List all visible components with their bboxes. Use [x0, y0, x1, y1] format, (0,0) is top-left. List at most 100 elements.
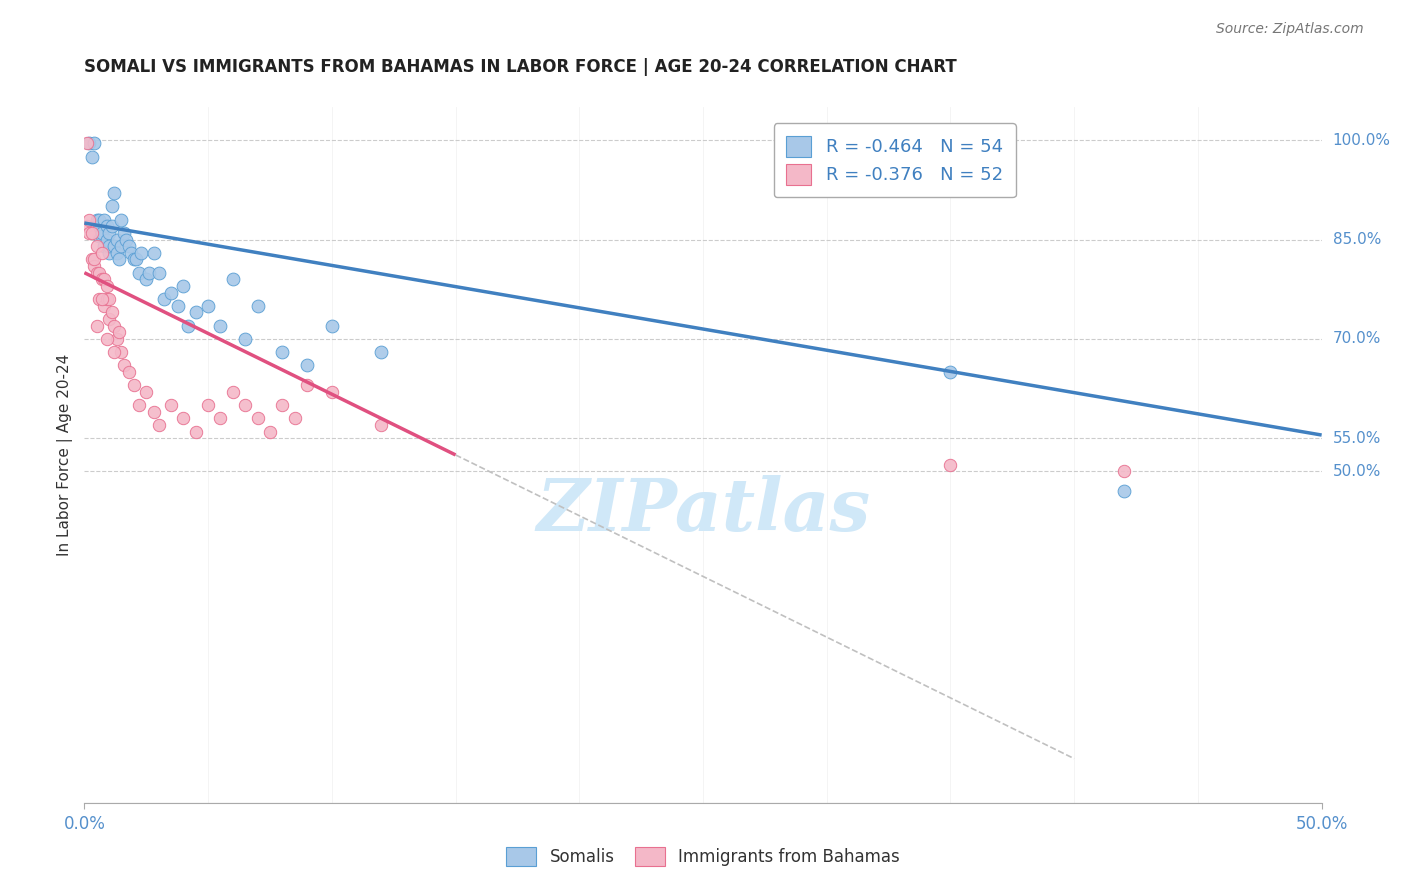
Point: [167, 299, 190, 313]
Point: [98, 312, 121, 326]
Point: [90, 272, 112, 286]
Point: [129, 245, 152, 260]
Point: [89, 212, 111, 227]
Point: [103, 239, 125, 253]
Point: [233, 398, 256, 412]
Point: [89, 292, 111, 306]
Point: [108, 326, 131, 340]
Point: [110, 212, 132, 227]
Point: [110, 345, 132, 359]
Point: [89, 266, 111, 280]
Point: [96, 233, 118, 247]
Point: [79, 226, 101, 240]
Point: [177, 318, 200, 333]
Point: [83, 259, 105, 273]
Point: [135, 272, 157, 286]
Point: [197, 299, 219, 313]
Point: [100, 219, 122, 234]
Point: [79, 136, 101, 151]
Point: [160, 398, 183, 412]
Point: [110, 239, 132, 253]
Point: [295, 378, 318, 392]
Point: [197, 398, 219, 412]
Point: [148, 266, 170, 280]
Point: [142, 245, 165, 260]
Point: [86, 239, 108, 253]
Point: [370, 418, 392, 433]
Point: [246, 299, 269, 313]
Point: [118, 239, 141, 253]
Point: [370, 345, 392, 359]
Point: [939, 458, 962, 472]
Text: Source: ZipAtlas.com: Source: ZipAtlas.com: [1216, 22, 1364, 37]
Point: [96, 219, 118, 234]
Point: [142, 405, 165, 419]
Point: [89, 229, 111, 244]
Point: [112, 226, 135, 240]
Point: [295, 359, 318, 373]
Point: [120, 245, 142, 260]
Point: [1112, 484, 1135, 499]
Point: [284, 411, 307, 425]
Point: [128, 398, 150, 412]
Point: [1112, 465, 1135, 479]
Point: [115, 233, 138, 247]
Point: [233, 332, 256, 346]
Point: [125, 252, 148, 267]
Point: [90, 292, 112, 306]
Point: [98, 292, 121, 306]
Text: 55.0%: 55.0%: [1333, 431, 1381, 446]
Point: [259, 425, 281, 439]
Point: [112, 359, 135, 373]
Point: [105, 233, 128, 247]
Point: [184, 305, 207, 319]
Point: [108, 252, 131, 267]
Point: [160, 285, 183, 300]
Point: [80, 252, 103, 267]
Point: [222, 272, 245, 286]
Point: [321, 384, 343, 399]
Text: 70.0%: 70.0%: [1333, 332, 1381, 346]
Point: [96, 292, 118, 306]
Text: 85.0%: 85.0%: [1333, 232, 1381, 247]
Point: [103, 186, 125, 201]
Y-axis label: In Labor Force | Age 20-24: In Labor Force | Age 20-24: [58, 354, 73, 556]
Point: [86, 212, 108, 227]
Point: [172, 411, 194, 425]
Point: [172, 279, 194, 293]
Point: [93, 299, 115, 313]
Point: [100, 199, 122, 213]
Point: [96, 279, 118, 293]
Point: [122, 252, 145, 267]
Point: [105, 245, 128, 260]
Point: [271, 345, 294, 359]
Point: [79, 212, 101, 227]
Point: [98, 226, 121, 240]
Point: [103, 318, 125, 333]
Point: [128, 266, 150, 280]
Point: [209, 411, 232, 425]
Point: [135, 384, 157, 399]
Point: [271, 398, 294, 412]
Point: [98, 245, 121, 260]
Point: [93, 212, 115, 227]
Point: [152, 292, 174, 306]
Text: ZIPatlas: ZIPatlas: [536, 475, 870, 546]
Point: [93, 239, 115, 253]
Point: [86, 318, 108, 333]
Point: [103, 345, 125, 359]
Point: [83, 252, 105, 267]
Point: [76, 136, 98, 151]
Point: [222, 384, 245, 399]
Point: [148, 418, 170, 433]
Legend: Somalis, Immigrants from Bahamas: Somalis, Immigrants from Bahamas: [498, 838, 908, 874]
Point: [105, 332, 128, 346]
Point: [90, 229, 112, 244]
Point: [80, 150, 103, 164]
Point: [80, 226, 103, 240]
Point: [122, 378, 145, 392]
Text: SOMALI VS IMMIGRANTS FROM BAHAMAS IN LABOR FORCE | AGE 20-24 CORRELATION CHART: SOMALI VS IMMIGRANTS FROM BAHAMAS IN LAB…: [84, 58, 957, 76]
Point: [86, 219, 108, 234]
Point: [246, 411, 269, 425]
Point: [939, 365, 962, 379]
